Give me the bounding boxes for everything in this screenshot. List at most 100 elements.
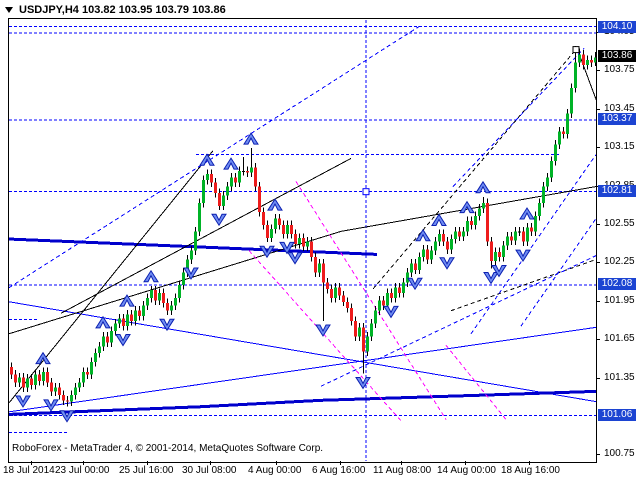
candle-body (338, 287, 341, 296)
candle-body (322, 263, 325, 283)
anchor-square-icon (362, 188, 370, 196)
candle-body (494, 251, 497, 261)
candle-body (238, 171, 241, 183)
price-level-badge: 104.10 (598, 21, 636, 33)
fractal-down-icon (287, 252, 303, 265)
candle-body (206, 173, 209, 181)
candle-body (410, 263, 413, 273)
candle-body (14, 374, 17, 383)
chart-plot-area[interactable]: RoboForex - MetaTrader 4, © 2001-2014, M… (8, 18, 597, 463)
candle-body (274, 218, 277, 229)
candle-body (374, 310, 377, 324)
candle-body (382, 300, 385, 306)
fractal-down-icon (15, 395, 31, 408)
candle-body (534, 216, 537, 232)
candle-body (434, 241, 437, 251)
candle-body (58, 387, 61, 396)
time-tick-mark (83, 461, 84, 465)
candle-body (462, 231, 465, 237)
copyright-text: RoboForex - MetaTrader 4, © 2001-2014, M… (12, 443, 324, 454)
price-tick-label: 101.65 (604, 333, 635, 345)
fractal-down-icon (491, 264, 507, 278)
doji-tick (518, 231, 521, 233)
candle-body (106, 336, 109, 343)
candle-body (562, 131, 565, 135)
chart-canvas[interactable] (9, 19, 596, 462)
chart-title-bar: USDJPY,H4 103.82 103.95 103.79 103.86 (5, 3, 226, 17)
price-tick-mark (596, 70, 600, 72)
candle-body (182, 272, 185, 286)
fractal-up-icon (35, 351, 51, 365)
candle-body (454, 231, 457, 240)
candle-body (34, 374, 37, 385)
symbol-dropdown-icon[interactable] (5, 7, 13, 13)
candle-body (314, 256, 317, 273)
fractal-up-icon (223, 157, 239, 170)
candle-body (118, 318, 121, 324)
fractal-up-icon (267, 198, 283, 211)
magenta-dashed-1 (248, 250, 402, 422)
candle-body (298, 237, 301, 245)
time-tick-mark (465, 461, 466, 465)
price-tick-mark (596, 377, 600, 379)
time-axis[interactable]: 18 Jul 2014 23 Jul 00:00 25 Jul 16:00 30 Ju… (0, 461, 640, 480)
candle-body (262, 212, 265, 225)
candle-body (594, 57, 596, 63)
candle-body (490, 241, 493, 261)
candle-body (22, 377, 25, 388)
candle-body (286, 224, 289, 234)
channel-dashed-4 (520, 218, 596, 327)
candle-body (526, 227, 529, 242)
candle-body (586, 59, 589, 65)
price-tick-label: 103.75 (604, 64, 635, 76)
candle-body (86, 372, 89, 375)
candle-body (406, 272, 409, 283)
fractal-down-icon (59, 410, 75, 423)
price-tick-mark (596, 300, 600, 302)
candle-body (54, 387, 57, 392)
candle-body (130, 314, 133, 321)
candle-body (114, 323, 117, 332)
candle-body (538, 203, 541, 216)
candle-body (162, 292, 165, 304)
time-axis-label: 23 Jul 00:00 (55, 465, 110, 476)
fractal-up-icon (143, 269, 159, 283)
time-axis-label: 30 Jul 08:00 (182, 465, 237, 476)
candle-body (522, 231, 525, 242)
price-axis[interactable]: 104.05103.75103.45103.15102.85102.55102.… (596, 0, 640, 462)
price-tick-label: 102.25 (604, 256, 635, 268)
candle-body (90, 361, 93, 375)
fractal-up-icon (199, 153, 215, 166)
time-axis-label: 6 Aug 16:00 (312, 465, 366, 476)
fractal-down-icon (407, 277, 423, 291)
candle-body (226, 186, 229, 196)
fractal-down-icon (43, 399, 59, 412)
channel-dashed-3 (470, 154, 596, 335)
candle-body (442, 233, 445, 242)
candle-body (550, 160, 553, 178)
candle-body (558, 131, 561, 145)
magenta-dashed-2 (295, 181, 447, 420)
candle-body (294, 233, 297, 245)
time-tick-mark (147, 461, 148, 465)
candle-body (438, 233, 441, 242)
fractal-down-icon (211, 213, 227, 227)
candle-body (326, 282, 329, 289)
candle-body (82, 372, 85, 383)
steep-black-trend (9, 150, 214, 404)
candle-body (390, 292, 393, 298)
anchor-square-icon (572, 46, 580, 54)
candle-body (394, 287, 397, 298)
candle-body (578, 54, 581, 63)
time-axis-label: 14 Aug 00:00 (437, 465, 496, 476)
candle-body (570, 88, 573, 114)
candle-body (282, 224, 285, 234)
candle-body (346, 301, 349, 309)
candle-body (378, 300, 381, 311)
candle-body (122, 318, 125, 327)
candle-body (246, 171, 249, 173)
mid-black-trend (60, 157, 352, 314)
candle-body (474, 216, 477, 225)
fractal-down-icon (383, 305, 399, 319)
ascending-channel-bottom (9, 326, 596, 413)
